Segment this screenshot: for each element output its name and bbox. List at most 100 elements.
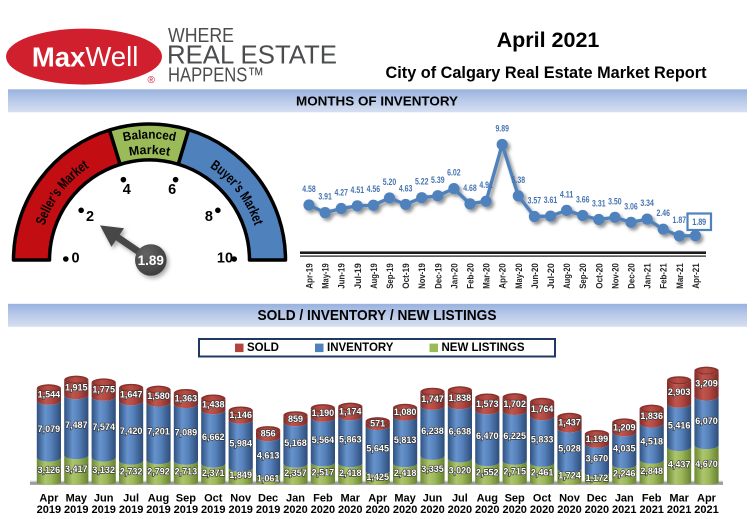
svg-text:6,070: 6,070 [695,416,718,426]
svg-text:6,225: 6,225 [503,431,526,441]
svg-text:0: 0 [71,250,79,266]
svg-text:3,417: 3,417 [65,464,88,474]
svg-text:Feb-21: Feb-21 [658,263,669,289]
svg-text:4,670: 4,670 [695,459,718,469]
svg-text:5.39: 5.39 [431,175,445,185]
svg-text:1,764: 1,764 [531,404,554,414]
svg-text:1,172: 1,172 [586,473,609,483]
svg-text:7,089: 7,089 [175,427,198,437]
svg-text:8: 8 [205,209,213,225]
svg-text:9.89: 9.89 [495,123,509,133]
svg-text:2020: 2020 [365,504,389,516]
svg-text:Mar-20: Mar-20 [481,263,492,289]
svg-text:10: 10 [217,250,233,266]
svg-text:Mar: Mar [341,493,361,505]
svg-text:2: 2 [86,209,94,225]
svg-text:1,174: 1,174 [339,406,362,416]
svg-text:856: 856 [261,429,276,439]
svg-text:3,132: 3,132 [92,465,115,475]
svg-text:Oct: Oct [204,493,223,505]
svg-text:5,863: 5,863 [339,435,362,445]
svg-text:4.58: 4.58 [302,184,316,194]
svg-text:1,209: 1,209 [613,422,636,432]
svg-text:4.56: 4.56 [367,184,381,194]
svg-text:Aug: Aug [477,493,498,505]
svg-text:May-20: May-20 [513,263,524,289]
svg-text:1,437: 1,437 [558,418,581,428]
svg-text:1,838: 1,838 [449,393,472,403]
svg-text:5.22: 5.22 [415,177,429,187]
svg-text:3,670: 3,670 [586,453,609,463]
svg-text:Jun-19: Jun-19 [336,263,347,289]
svg-text:May: May [66,493,88,505]
svg-text:1,915: 1,915 [65,382,88,392]
svg-text:3.61: 3.61 [544,195,558,205]
svg-text:Balanced: Balanced [122,127,178,144]
svg-text:5,645: 5,645 [366,443,389,453]
svg-text:Jun: Jun [94,493,114,505]
svg-text:Oct-19: Oct-19 [400,263,411,289]
svg-text:2,715: 2,715 [503,467,526,477]
svg-text:4.27: 4.27 [334,188,348,198]
svg-text:5.38: 5.38 [512,175,526,185]
svg-text:5,416: 5,416 [668,420,691,430]
svg-text:Jan: Jan [286,493,305,505]
svg-text:Aug-19: Aug-19 [368,263,379,289]
svg-text:1,573: 1,573 [476,399,499,409]
svg-text:Nov: Nov [230,493,252,505]
svg-text:2020: 2020 [393,504,417,516]
svg-text:1,836: 1,836 [640,411,663,421]
svg-text:2020: 2020 [530,504,554,516]
svg-text:4.11: 4.11 [560,189,574,199]
svg-text:®: ® [148,75,156,86]
svg-text:2019: 2019 [228,504,252,516]
svg-text:7,420: 7,420 [120,426,143,436]
svg-text:2021: 2021 [667,504,691,516]
svg-text:Apr: Apr [39,493,59,505]
svg-text:Mar-21: Mar-21 [674,263,685,289]
svg-text:Feb: Feb [642,493,662,505]
svg-text:3,209: 3,209 [695,379,718,389]
svg-text:SOLD / INVENTORY / NEW LISTING: SOLD / INVENTORY / NEW LISTINGS [258,308,497,324]
svg-text:2020: 2020 [283,504,307,516]
svg-text:2020: 2020 [557,504,581,516]
svg-text:Apr-19: Apr-19 [304,263,315,289]
svg-text:2019: 2019 [146,504,170,516]
svg-text:1,702: 1,702 [503,399,526,409]
svg-text:3,020: 3,020 [449,465,472,475]
svg-text:2021: 2021 [612,504,636,516]
svg-text:MONTHS OF INVENTORY: MONTHS OF INVENTORY [296,95,459,109]
svg-text:May: May [394,493,416,505]
svg-text:1,849: 1,849 [229,470,252,480]
svg-text:1.89: 1.89 [138,253,164,268]
svg-text:5.20: 5.20 [383,177,397,187]
svg-text:2020: 2020 [448,504,472,516]
svg-text:7,487: 7,487 [65,420,88,430]
svg-text:Apr: Apr [368,493,388,505]
svg-text:Market: Market [128,143,172,159]
svg-text:Jun-20: Jun-20 [529,263,540,289]
svg-text:Jan: Jan [615,493,634,505]
svg-text:2019: 2019 [119,504,143,516]
svg-text:1.87: 1.87 [673,215,687,225]
svg-text:May-19: May-19 [320,263,331,289]
svg-text:2019: 2019 [256,504,280,516]
svg-text:5,168: 5,168 [284,438,307,448]
svg-text:Jul: Jul [452,493,468,505]
svg-text:2020: 2020 [475,504,499,516]
svg-text:REAL ESTATE: REAL ESTATE [167,40,337,70]
svg-text:WHERE: WHERE [168,24,234,47]
svg-text:2019: 2019 [37,504,61,516]
svg-text:3.06: 3.06 [624,201,638,211]
svg-text:5,564: 5,564 [312,435,335,445]
svg-text:Sep-20: Sep-20 [577,263,588,289]
svg-text:1,363: 1,363 [175,394,198,404]
svg-text:Nov-19: Nov-19 [416,263,427,289]
svg-text:5,984: 5,984 [229,439,252,449]
svg-text:2020: 2020 [585,504,609,516]
svg-text:571: 571 [370,419,385,429]
svg-text:2,246: 2,246 [613,469,636,479]
svg-text:Oct-20: Oct-20 [593,263,604,289]
svg-text:Aug-20: Aug-20 [561,263,572,289]
svg-text:April 2021: April 2021 [497,28,600,52]
